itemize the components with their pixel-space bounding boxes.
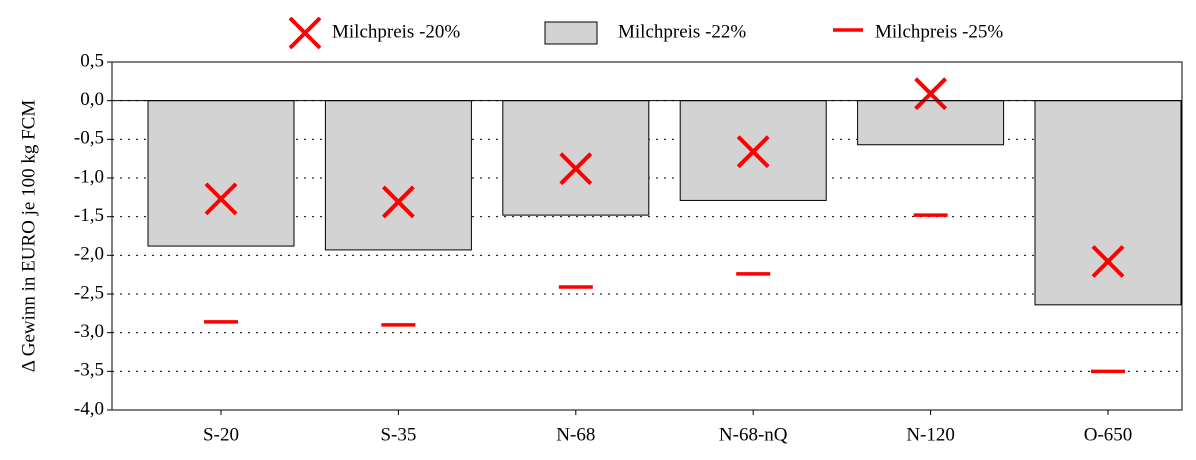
x-marker [914,77,948,111]
legend-label: Milchpreis -25% [875,21,1003,42]
y-tick-label: 0,5 [80,50,104,71]
bar [857,100,1005,146]
y-tick-label: -3,0 [74,321,104,342]
y-tick-label: -2,0 [74,244,104,265]
x-tick-label: S-20 [203,424,239,445]
legend-marker [544,21,598,45]
plot-frame [111,61,1183,411]
bar [502,100,650,216]
x-tick-label: S-35 [380,424,416,445]
x-marker [559,152,593,186]
legend-marker [288,16,322,50]
x-marker [204,182,238,216]
x-marker [1091,245,1125,278]
bar [324,100,472,251]
legend-label: Milchpreis -22% [618,21,746,42]
x-marker [736,135,770,169]
y-axis-label: Δ Gewinn in EURO je 100 kg FCM [18,100,39,373]
y-tick-label: -4,0 [74,398,104,419]
bar [1034,100,1182,306]
x-tick-label: N-120 [906,424,955,445]
x-tick-label: O-650 [1084,424,1133,445]
y-tick-label: -1,0 [74,166,104,187]
x-marker [381,185,415,219]
x-tick-label: N-68-nQ [719,424,788,445]
y-tick-label: -3,5 [74,360,104,381]
y-tick-label: -0,5 [74,128,104,149]
bar [147,100,295,247]
y-tick-label: -1,5 [74,205,104,226]
legend-label: Milchpreis -20% [332,21,460,42]
x-tick-label: N-68 [556,424,595,445]
y-tick-label: 0,0 [80,89,104,110]
y-tick-label: -2,5 [74,282,104,303]
